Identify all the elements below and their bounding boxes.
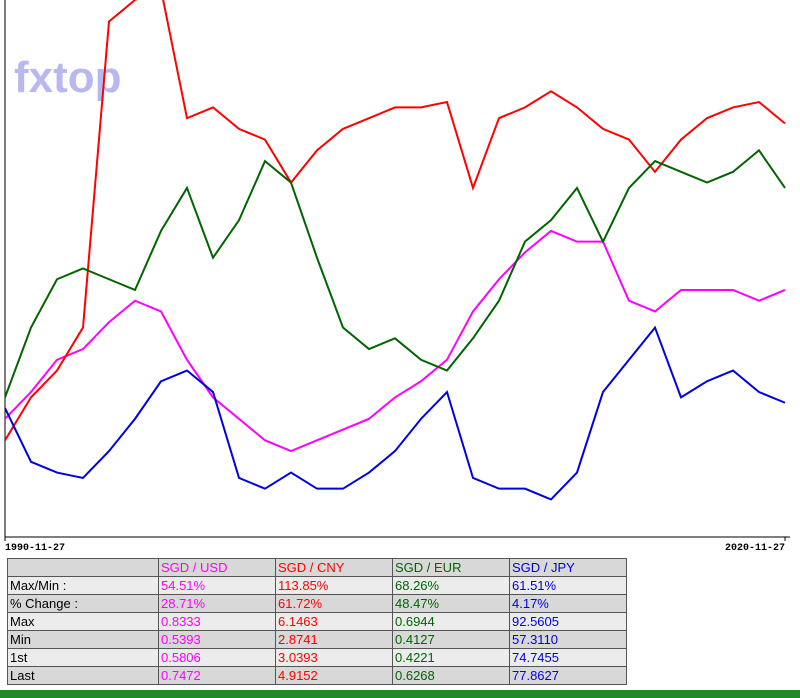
header-cell: SGD / USD	[158, 558, 276, 577]
stats-table: SGD / USD SGD / CNY SGD / EUR SGD / JPY Max/…	[7, 558, 627, 685]
table-row: % Change :28.71% 61.72% 48.47% 4.17%	[7, 594, 627, 613]
header-cell: SGD / EUR	[392, 558, 510, 577]
table-cell: 77.8627	[509, 666, 627, 685]
table-cell: 0.8333	[158, 612, 276, 631]
table-cell: 48.47%	[392, 594, 510, 613]
table-cell: 0.5806	[158, 648, 276, 667]
table-cell: 92.5605	[509, 612, 627, 631]
row-label: Last	[7, 666, 159, 685]
table-cell: 2.8741	[275, 630, 393, 649]
row-label: Max	[7, 612, 159, 631]
table-cell: 113.85%	[275, 576, 393, 595]
table-cell: 61.51%	[509, 576, 627, 595]
header-cell: SGD / CNY	[275, 558, 393, 577]
x-tick-label: 2020-11-27	[725, 543, 785, 554]
header-cell	[7, 558, 159, 577]
row-label: 1st	[7, 648, 159, 667]
table-header-row: SGD / USD SGD / CNY SGD / EUR SGD / JPY	[7, 558, 627, 577]
table-cell: 0.4221	[392, 648, 510, 667]
table-cell: 4.17%	[509, 594, 627, 613]
table-row: 1st 0.5806 3.0393 0.4221 74.7455	[7, 648, 627, 667]
table-cell: 68.26%	[392, 576, 510, 595]
table-cell: 0.7472	[158, 666, 276, 685]
table-cell: 28.71%	[158, 594, 276, 613]
table-row: Max 0.8333 6.1463 0.6944 92.5605	[7, 612, 627, 631]
row-label: Min	[7, 630, 159, 649]
table-row: Max/Min :54.51% 113.85% 68.26% 61.51%	[7, 576, 627, 595]
plot-area	[5, 0, 786, 501]
table-row: Last 0.7472 4.9152 0.6268 77.8627	[7, 666, 627, 685]
table-cell: 0.4127	[392, 630, 510, 649]
x-tick-label: 1990-11-27	[5, 543, 65, 554]
table-cell: 4.9152	[275, 666, 393, 685]
series-line	[5, 325, 786, 501]
table-cell: 61.72%	[275, 594, 393, 613]
table-cell: 74.7455	[509, 648, 627, 667]
series-line	[5, 148, 786, 398]
table-cell: 0.6944	[392, 612, 510, 631]
chart: fxtop 1990-11-27 2020-11-27	[4, 0, 790, 554]
table-row: Min 0.5393 2.8741 0.4127 57.3110	[7, 630, 627, 649]
row-label: Max/Min :	[7, 576, 159, 595]
series-line	[5, 0, 786, 441]
table-cell: 54.51%	[158, 576, 276, 595]
series-line	[5, 229, 786, 453]
footer-bar	[0, 690, 800, 698]
row-label: % Change :	[7, 594, 159, 613]
header-cell: SGD / JPY	[509, 558, 627, 577]
table-cell: 6.1463	[275, 612, 393, 631]
table-cell: 57.3110	[509, 630, 627, 649]
table-cell: 0.5393	[158, 630, 276, 649]
table-cell: 3.0393	[275, 648, 393, 667]
table-cell: 0.6268	[392, 666, 510, 685]
